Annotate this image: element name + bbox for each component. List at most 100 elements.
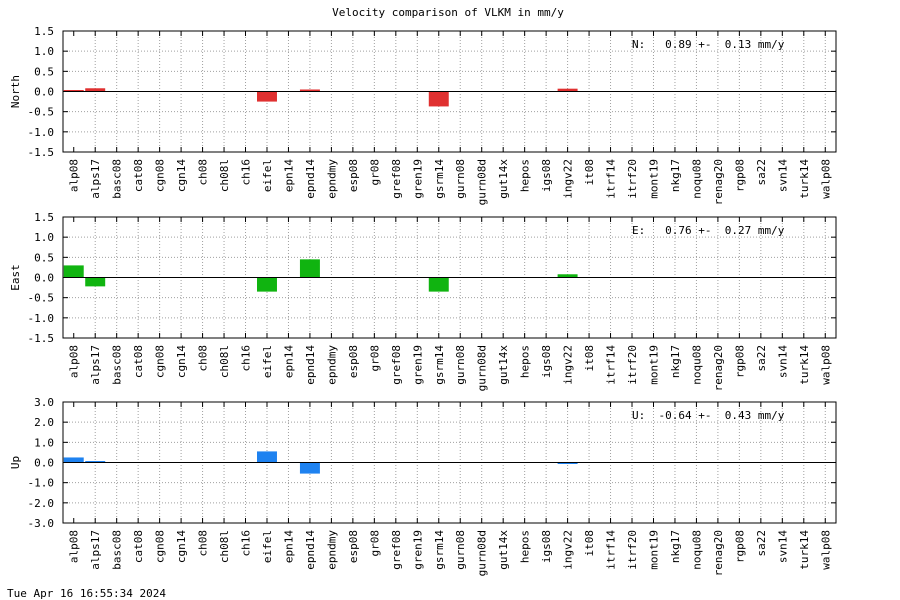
y-tick-label: 2.0 (34, 416, 54, 429)
bar-north-gsrm14 (428, 91, 449, 107)
x-tick-label: ch16 (240, 530, 253, 557)
x-tick-label: gurn08 (454, 345, 467, 385)
x-tick-label: turk14 (798, 345, 811, 385)
x-tick-label: gurn08d (476, 159, 489, 205)
plot-frame (62, 216, 837, 339)
x-tick-label: ch08 (197, 159, 210, 186)
y-tick-label: 0.0 (34, 457, 54, 470)
x-tick-label: gut14x (497, 345, 510, 385)
x-tick-label: igs08 (540, 345, 553, 378)
x-tick-label: esp08 (347, 345, 360, 378)
x-tick-label: ch08l (218, 345, 231, 378)
x-tick-label: gref08 (390, 345, 403, 385)
x-tick-label: igs08 (540, 530, 553, 563)
x-tick-label: itrf14 (605, 530, 618, 570)
x-tick-label: walp08 (819, 530, 832, 570)
summary-annotation: N: 0.89 +- 0.13 mm/y (632, 38, 785, 51)
x-tick-label: itrf14 (605, 345, 618, 385)
timestamp-footer: Tue Apr 16 16:55:34 2024 (7, 587, 166, 600)
x-tick-label: gsrm14 (433, 345, 446, 385)
x-tick-label: epndmy (325, 159, 338, 199)
x-tick-label: epn14 (282, 159, 295, 192)
plot-frame (62, 30, 837, 153)
bar-east-alp08 (63, 265, 84, 278)
x-tick-label: mont19 (647, 530, 660, 570)
x-tick-label: walp08 (819, 159, 832, 199)
bar-north-alp08 (63, 90, 84, 92)
y-axis-label: Up (9, 456, 22, 469)
x-tick-label: gsrm14 (433, 530, 446, 570)
x-tick-label: epn14 (282, 345, 295, 378)
x-tick-label: gref08 (390, 159, 403, 199)
x-tick-label: gr08 (368, 530, 381, 557)
x-tick-label: rgp08 (733, 159, 746, 192)
y-tick-label: -1.5 (28, 332, 55, 345)
x-tick-label: rgp08 (733, 345, 746, 378)
x-tick-label: cgn08 (154, 345, 167, 378)
bar-north-eifel (257, 91, 277, 102)
x-tick-label: basc08 (111, 345, 124, 385)
x-tick-label: gsrm14 (433, 159, 446, 199)
x-tick-label: it08 (583, 345, 596, 372)
x-tick-label: alp08 (68, 530, 81, 563)
y-tick-label: 0.5 (34, 251, 54, 264)
bar-up-ingv22 (557, 462, 578, 464)
x-tick-label: eifel (261, 345, 274, 378)
x-tick-label: gref08 (390, 530, 403, 570)
summary-annotation: E: 0.76 +- 0.27 mm/y (632, 224, 785, 237)
bar-east-gsrm14 (428, 277, 449, 292)
x-tick-label: ingv22 (562, 345, 575, 385)
bar-north-epnd14 (299, 89, 320, 92)
x-tick-label: it08 (583, 159, 596, 186)
x-tick-label: it08 (583, 530, 596, 557)
bar-east-ingv22 (557, 274, 578, 278)
x-tick-label: sa22 (755, 530, 768, 557)
x-tick-label: alp08 (68, 345, 81, 378)
y-tick-label: -1.0 (28, 126, 55, 139)
x-tick-label: hepos (519, 345, 532, 378)
bar-north-alps17 (85, 88, 106, 92)
bar-up-eifel (257, 451, 277, 463)
x-tick-label: rgp08 (733, 530, 746, 563)
y-tick-label: -0.5 (28, 106, 55, 119)
chart-panels: 1.5 1.0 0.5 0.0 -0.5 -1.0 -1.5 alp08 alps17 basc0… (9, 25, 837, 576)
y-axis-label: North (9, 75, 22, 108)
x-tick-label: alps17 (89, 345, 102, 385)
x-tick-label: igs08 (540, 159, 553, 192)
bar-east-eifel (257, 277, 277, 292)
x-tick-label: sa22 (755, 345, 768, 372)
x-tick-label: alps17 (89, 159, 102, 199)
y-tick-label: 1.5 (34, 211, 54, 224)
x-tick-label: gurn08 (454, 159, 467, 199)
x-tick-label: gr08 (368, 345, 381, 372)
x-tick-label: epndmy (325, 530, 338, 570)
y-tick-label: 1.0 (34, 231, 54, 244)
bar-north-ingv22 (557, 88, 578, 92)
x-tick-label: epndmy (325, 345, 338, 385)
x-tick-label: cgn08 (154, 159, 167, 192)
x-tick-label: cgn14 (175, 530, 188, 563)
x-tick-label: mont19 (647, 345, 660, 385)
x-tick-label: epnd14 (304, 530, 317, 570)
x-tick-label: turk14 (798, 530, 811, 570)
x-tick-label: esp08 (347, 159, 360, 192)
bar-up-alps17 (85, 461, 106, 463)
x-tick-label: esp08 (347, 530, 360, 563)
bar-up-alp08 (63, 457, 84, 463)
x-tick-label: gurn08d (476, 530, 489, 576)
x-tick-label: cat08 (132, 345, 145, 378)
x-tick-label: walp08 (819, 345, 832, 385)
x-tick-label: cgn08 (154, 530, 167, 563)
y-tick-label: 0.0 (34, 272, 54, 285)
x-tick-label: gr08 (368, 159, 381, 186)
x-tick-label: cgn14 (175, 345, 188, 378)
x-tick-label: gut14x (497, 530, 510, 570)
x-tick-label: ingv22 (562, 159, 575, 199)
x-tick-label: renag20 (712, 530, 725, 576)
x-tick-label: gren19 (411, 345, 424, 385)
bar-east-epnd14 (299, 259, 320, 278)
x-tick-label: hepos (519, 159, 532, 192)
y-tick-label: -1.0 (28, 477, 55, 490)
plot-frame (62, 401, 837, 524)
